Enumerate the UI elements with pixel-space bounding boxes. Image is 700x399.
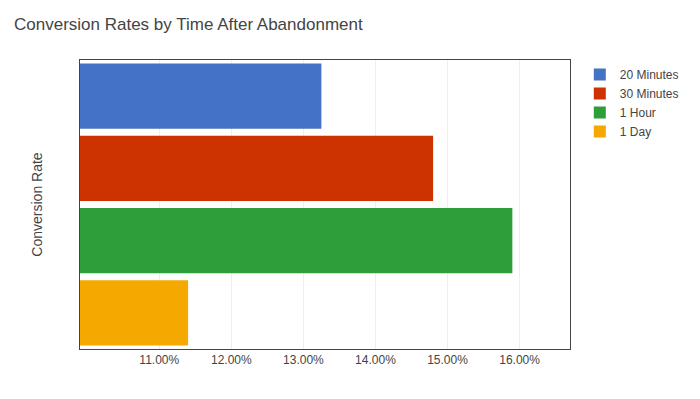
svg-text:15.00%: 15.00% xyxy=(427,353,468,367)
svg-text:1 Day: 1 Day xyxy=(620,125,651,139)
svg-text:12.00%: 12.00% xyxy=(211,353,252,367)
svg-text:20 Minutes: 20 Minutes xyxy=(620,68,679,82)
svg-text:13.00%: 13.00% xyxy=(283,353,324,367)
svg-text:11.00%: 11.00% xyxy=(139,353,179,367)
svg-text:Conversion Rate: Conversion Rate xyxy=(29,152,45,256)
svg-text:Conversion Rates by Time After: Conversion Rates by Time After Abandonme… xyxy=(14,15,363,34)
svg-text:14.00%: 14.00% xyxy=(355,353,396,367)
svg-text:1 Hour: 1 Hour xyxy=(620,106,656,120)
svg-text:16.00%: 16.00% xyxy=(499,353,540,367)
svg-text:30 Minutes: 30 Minutes xyxy=(620,87,679,101)
